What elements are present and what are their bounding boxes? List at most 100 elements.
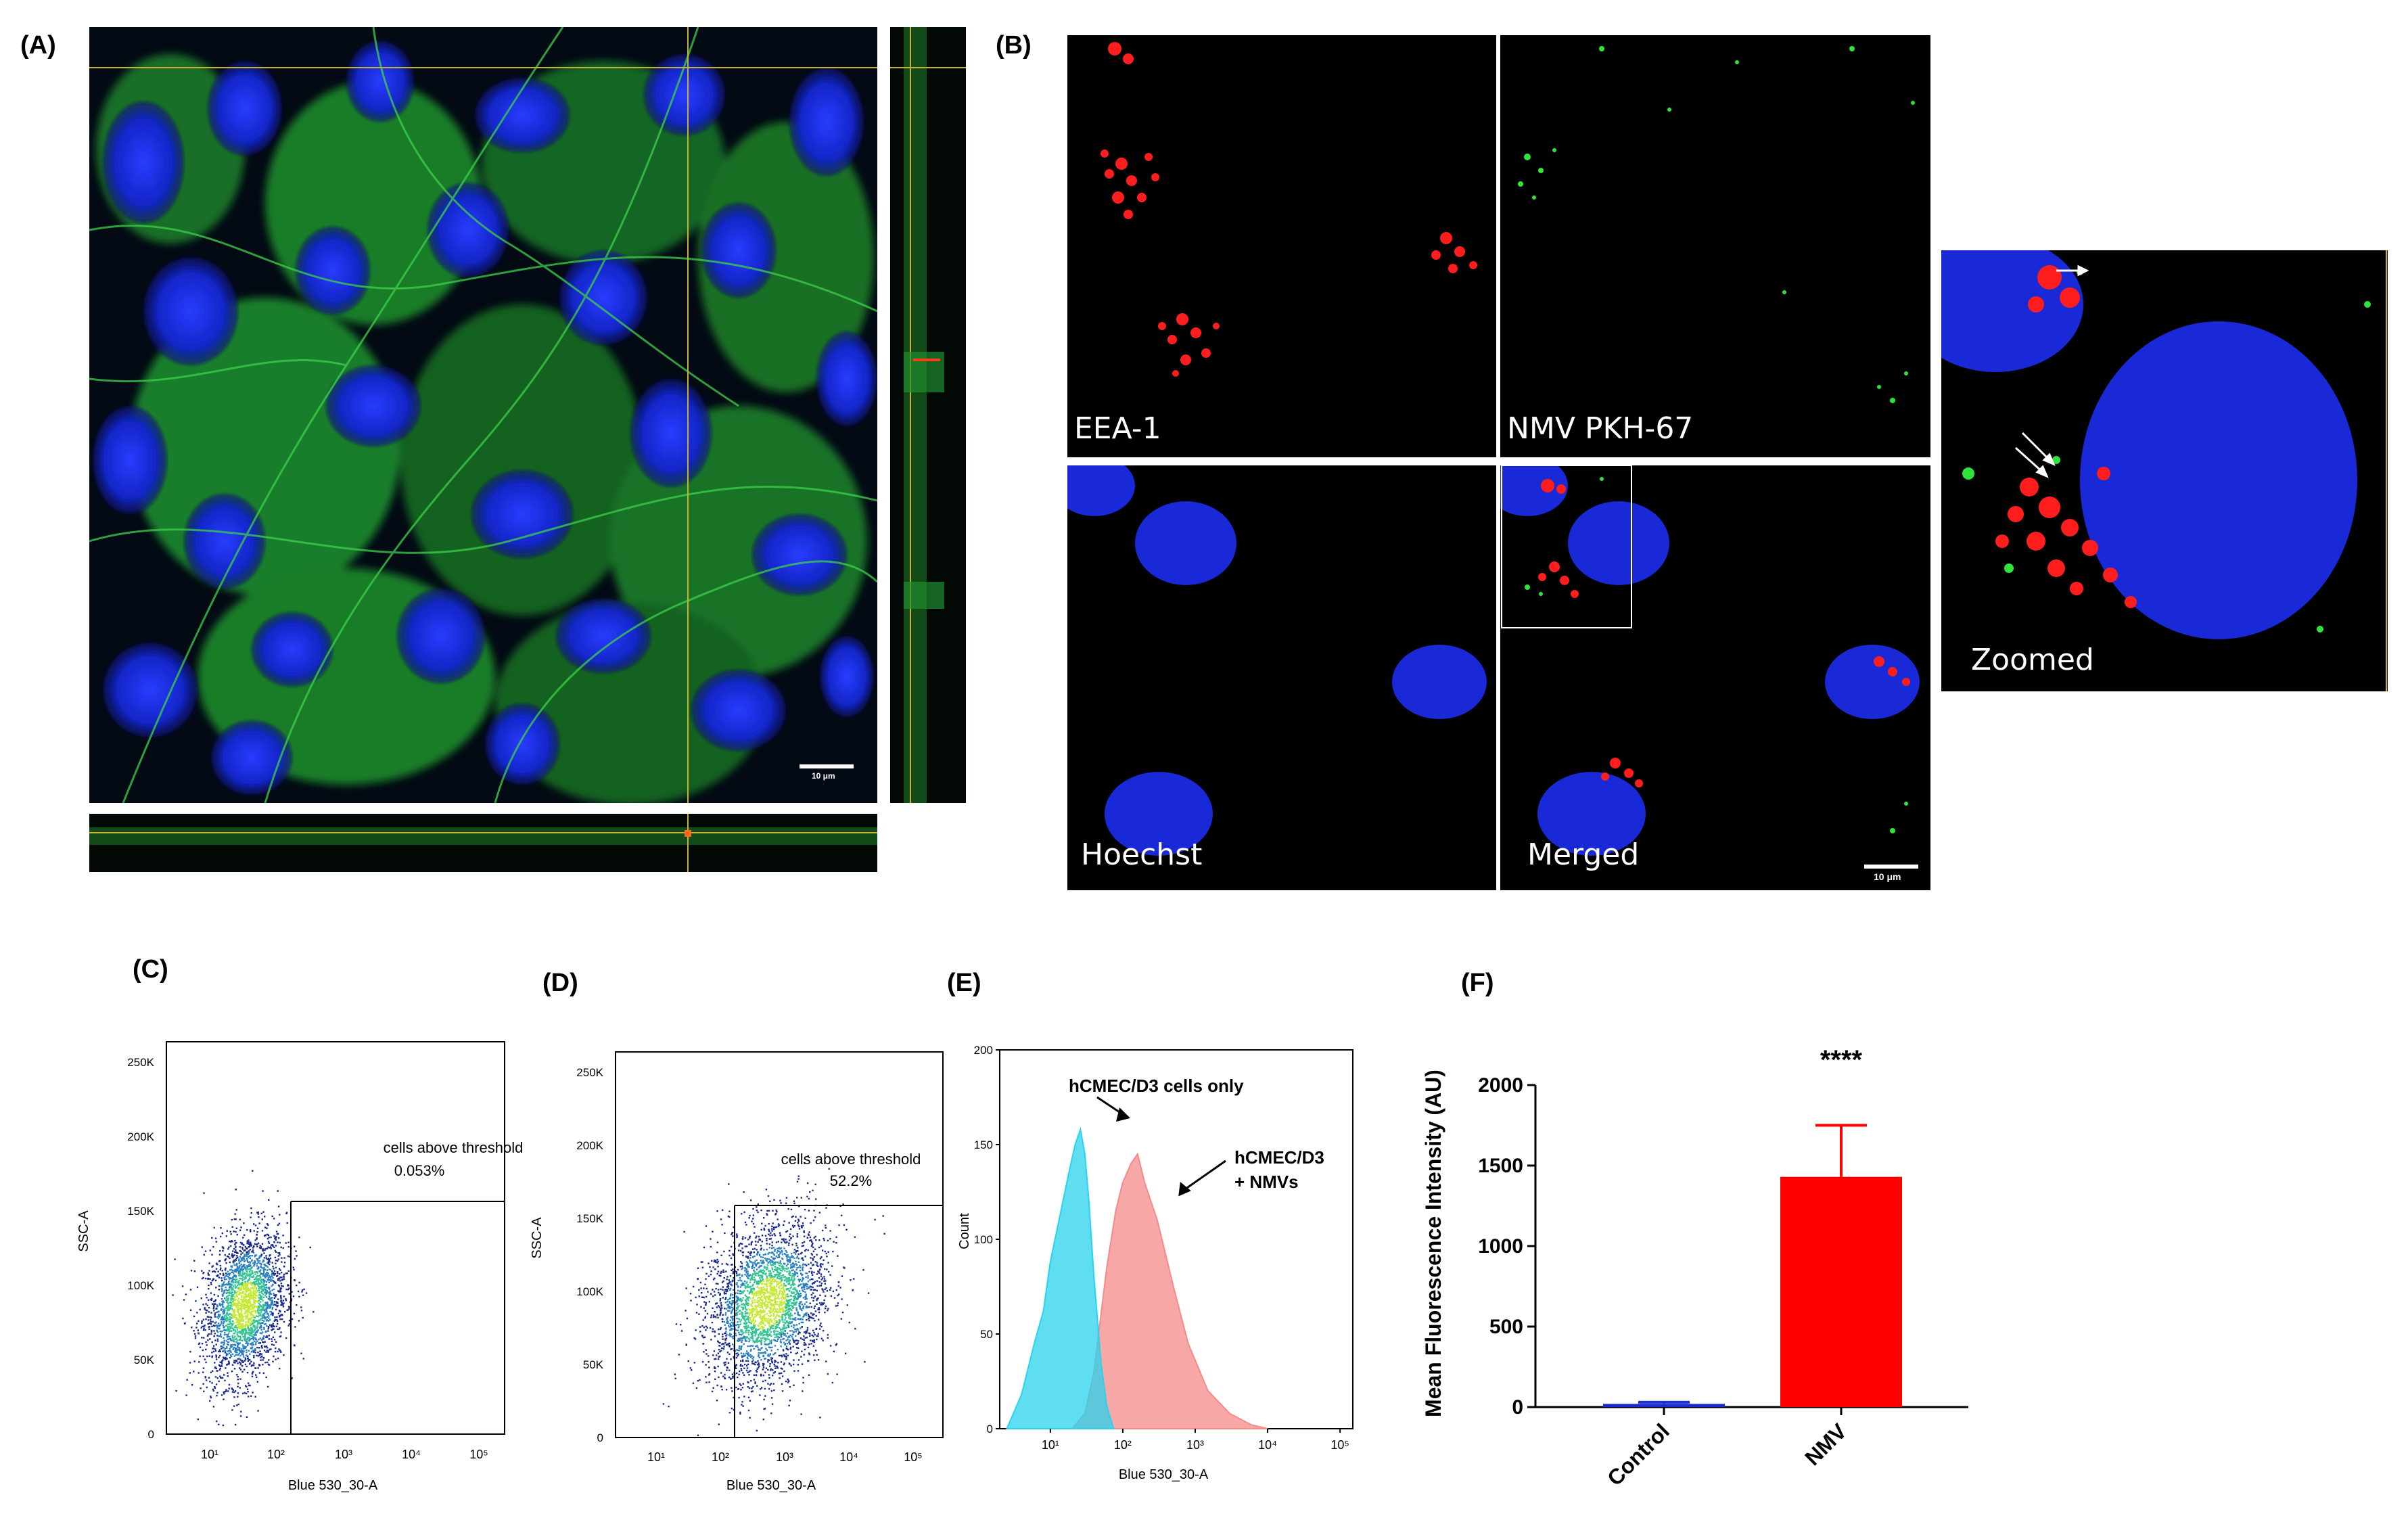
scatter-point: [243, 1350, 245, 1352]
scatter-point: [800, 1266, 802, 1268]
scatter-point: [259, 1322, 261, 1325]
scatter-point: [771, 1293, 773, 1295]
scatter-point: [754, 1302, 756, 1304]
scatter-point: [226, 1329, 228, 1331]
scatter-point: [816, 1254, 818, 1256]
scatter-point: [729, 1275, 732, 1277]
scatter-point: [791, 1309, 793, 1312]
scatter-point: [247, 1320, 249, 1322]
scatter-point: [742, 1251, 745, 1254]
scatter-point: [252, 1343, 255, 1346]
scatter-point: [240, 1295, 243, 1297]
scatter-point: [257, 1279, 260, 1281]
scatter-point: [236, 1266, 238, 1269]
scatter-point: [726, 1343, 728, 1346]
scatter-point: [755, 1265, 757, 1267]
panel-a-micrograph: [89, 27, 877, 803]
scatter-point: [221, 1346, 223, 1349]
scatter-point: [797, 1294, 800, 1297]
scatter-point: [719, 1314, 721, 1316]
scatter-point: [719, 1342, 721, 1344]
scatter-point: [250, 1295, 252, 1297]
scatter-point: [754, 1255, 756, 1258]
scatter-point: [230, 1302, 233, 1304]
scatter-point: [741, 1329, 743, 1331]
scatter-point: [217, 1317, 220, 1320]
scatter-point: [263, 1335, 265, 1337]
scatter-point: [252, 1283, 254, 1285]
scatter-point: [203, 1327, 205, 1329]
scatter-point: [755, 1237, 757, 1239]
scatter-point: [758, 1291, 760, 1293]
scatter-point: [772, 1304, 774, 1306]
scatter-point: [728, 1307, 731, 1309]
scatter-point: [797, 1297, 799, 1300]
scatter-point: [777, 1225, 779, 1227]
scatter-point: [780, 1302, 783, 1305]
scatter-point: [223, 1342, 225, 1344]
scatter-point: [214, 1362, 216, 1364]
scatter-point: [277, 1272, 279, 1274]
scatter-point: [749, 1317, 751, 1319]
scatter-point: [717, 1270, 720, 1272]
scatter-point: [718, 1306, 720, 1308]
scatter-point: [227, 1341, 229, 1343]
scatter-point: [243, 1244, 245, 1246]
scatter-point: [229, 1344, 232, 1346]
scatter-point: [239, 1277, 241, 1279]
scatter-point: [747, 1333, 750, 1335]
scatter-point: [215, 1354, 217, 1356]
scatter-point: [756, 1282, 758, 1284]
scatter-point: [796, 1343, 798, 1345]
scatter-point: [210, 1283, 212, 1285]
scatter-point: [829, 1274, 831, 1276]
scatter-point: [767, 1280, 770, 1282]
scatter-point: [711, 1390, 714, 1393]
scatter-point: [800, 1197, 802, 1199]
scatter-point: [252, 1287, 254, 1289]
scatter-point: [201, 1320, 203, 1322]
scatter-point: [208, 1270, 210, 1272]
scatter-point: [757, 1241, 759, 1243]
scatter-point: [214, 1300, 216, 1302]
scatter-point: [252, 1331, 254, 1333]
scatter-point: [256, 1272, 258, 1274]
scatter-point: [769, 1318, 771, 1321]
scatter-point: [804, 1264, 806, 1266]
scatter-point: [238, 1361, 241, 1363]
scatter-point: [785, 1285, 787, 1287]
scatter-point: [838, 1224, 840, 1226]
scatter-point: [285, 1298, 287, 1300]
scatter-point: [788, 1362, 791, 1364]
scatter-point: [762, 1269, 764, 1271]
panel-b-label: (B): [996, 31, 1032, 60]
scatter-point: [808, 1316, 810, 1318]
scatter-point: [751, 1264, 754, 1266]
scatter-point: [816, 1285, 818, 1287]
scatter-point: [213, 1310, 215, 1312]
scatter-point: [708, 1355, 710, 1357]
scatter-point: [236, 1255, 238, 1257]
scatter-point: [737, 1340, 739, 1342]
scatter-point: [770, 1290, 772, 1293]
scatter-point: [229, 1313, 231, 1315]
scatter-point: [271, 1275, 273, 1278]
scatter-point: [741, 1314, 743, 1316]
scatter-point: [781, 1238, 783, 1241]
scatter-point: [770, 1320, 772, 1322]
scatter-point: [827, 1262, 829, 1264]
scatter-point: [801, 1326, 803, 1328]
scatter-point: [276, 1233, 279, 1235]
scatter-point: [239, 1319, 241, 1321]
scatter-point: [701, 1361, 704, 1363]
scatter-point: [724, 1314, 726, 1316]
scatter-point: [738, 1350, 741, 1352]
scatter-point: [780, 1361, 783, 1363]
scatter-point: [239, 1218, 241, 1220]
scatter-point: [241, 1259, 244, 1261]
scatter-point: [239, 1314, 241, 1316]
panel-b-hoechst-label: Hoechst: [1081, 837, 1203, 872]
scatter-point: [256, 1306, 258, 1308]
scatter-point: [769, 1262, 772, 1264]
scatter-point: [235, 1291, 237, 1294]
